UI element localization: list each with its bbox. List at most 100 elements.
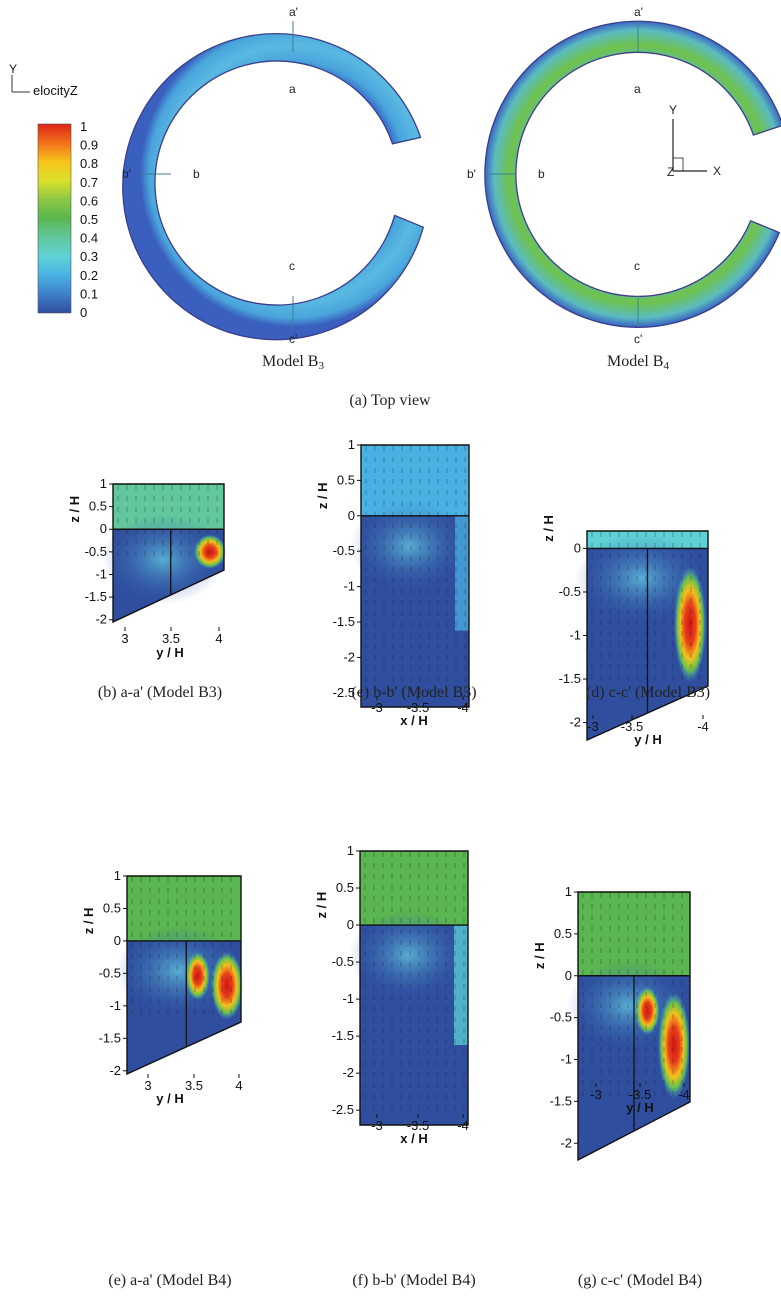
panel-caption: (c) b-b' (Model B3) [351,684,476,701]
y-tick-label: 0.5 [103,900,121,915]
x-axis-label: y / H [156,1091,183,1106]
legend-level-label: 0.7 [80,175,98,190]
transition-blob [574,533,708,624]
panel-frame [586,530,709,742]
ring-model-b3 [122,33,425,341]
panel-e: 1 0.5 0 -0.5 -1 -1.5 -2 z / H 3 3.5 4 y / H (e) a-a'… [81,868,243,1289]
y-tick-label: 0 [347,917,354,932]
y-tick-label: 0 [574,540,581,555]
color-legend: Y elocityZ 1 0.9 0.8 0.7 0.6 0.5 0.4 0.3 0.2 0.1 0 [9,62,98,320]
panel-caption: (f) b-b' (Model B4) [352,1272,475,1289]
section-label-b: b [193,167,200,181]
y-axis-label: z / H [67,496,82,523]
y-tick-label: -2 [109,1063,121,1078]
y-tick-label: -0.5 [85,544,107,559]
y-tick-label: 1 [348,437,355,452]
section-label-a-b4: a [634,82,641,96]
y-tick-label: 1 [100,476,107,491]
y-tick-label: -1.5 [550,1093,572,1108]
glyph-axis-z: Z [667,165,674,179]
x-tick-label: -3 [371,1118,383,1133]
panel-frame [360,444,470,708]
x-tick-label: 3 [144,1078,151,1093]
glyph-axis-y: Y [669,103,677,117]
section-label-c-prime: c' [289,332,297,346]
panel-caption: (e) a-a' (Model B4) [108,1272,231,1289]
panel-b: 1 0.5 0 -0.5 -1 -1.5 -2 z / H 3 3.5 4 y / H (b) a-a'… [67,476,226,701]
y-tick-label: -1.5 [332,1028,354,1043]
legend-colorbar [37,123,72,314]
peak-velocity-core [211,951,243,1020]
peak-velocity-core [194,534,226,569]
x-axis-label: y / H [156,645,183,660]
y-axis-label: z / H [314,892,329,919]
legend-level-label: 0 [80,305,87,320]
y-tick-label: 0 [100,521,107,536]
outer-wall-band [454,925,468,1046]
y-tick-label: -0.5 [333,543,355,558]
y-tick-label: -1.5 [559,671,581,686]
x-axis-label: x / H [400,713,427,728]
panel-frame [577,891,691,1162]
section-label-c: c [289,259,295,273]
y-tick-label: -1 [109,998,121,1013]
y-tick-label: 1 [114,868,121,883]
section-label-c-b4: c [634,259,640,273]
legend-labels: 1 0.9 0.8 0.7 0.6 0.5 0.4 0.3 0.2 0.1 0 [80,119,98,320]
top-view-caption: (a) Top view [349,392,431,409]
y-tick-label: -1 [95,566,107,581]
section-label-b-b4: b [538,167,545,181]
x-tick-label: -3 [371,700,383,715]
transition-blob [115,925,241,1016]
x-tick-label: -3 [590,1087,602,1102]
legend-level-label: 0.5 [80,212,98,227]
section-label-a: a [289,82,296,96]
section-label-a-prime-b4: a' [634,5,643,19]
panel-frame [112,483,225,624]
x-tick-label: 3.5 [162,631,180,646]
x-tick-label: -4 [457,700,469,715]
y-tick-label: 0.5 [554,926,572,941]
y-tick-label: -0.5 [99,965,121,980]
y-axis-label: z / H [532,942,547,969]
y-tick-label: -2.5 [332,1102,354,1117]
y-tick-label: -1 [569,628,581,643]
legend-level-label: 0.6 [80,193,98,208]
x-tick-label: -3.5 [621,719,643,734]
x-axis-label: x / H [400,1131,427,1146]
legend-level-label: 0.2 [80,268,98,283]
x-tick-label: -3.5 [629,1087,651,1102]
y-tick-label: -1.5 [99,1030,121,1045]
outer-wall-band [455,515,469,631]
y-tick-label: 0 [565,968,572,983]
panel-caption: (d) c-c' (Model B3) [586,684,710,701]
y-tick-label: -0.5 [332,954,354,969]
panel-g: 1 0.5 0 -0.5 -1 -1.5 -2 z / H -3 -3.5 -4 y / H (g) c… [532,884,702,1289]
x-tick-label: 3 [121,631,128,646]
y-tick-label: -2 [343,649,355,664]
legend-level-label: 1 [80,119,87,134]
x-tick-label: 3.5 [185,1078,203,1093]
panel-c: 1 0.5 0 -0.5 -1 -1.5 -2 -2.5 z / H -3 -3.5 -4 x / H (… [315,437,477,728]
x-tick-label: 4 [215,631,222,646]
y-tick-label: -2 [569,715,581,730]
legend-level-label: 0.4 [80,231,98,246]
transition-blob [101,514,224,605]
x-tick-label: 4 [235,1078,242,1093]
section-label-a-prime: a' [289,5,298,19]
y-tick-label: -1 [560,1052,572,1067]
glyph-axis-x: X [713,164,721,178]
section-panels: 1 0.5 0 -0.5 -1 -1.5 -2 z / H 3 3.5 4 y / H (b) a-a'… [67,437,710,1289]
peak-velocity-core [674,566,706,682]
x-axis-label: y / H [634,732,661,747]
y-tick-label: 0 [348,508,355,523]
transition-blob [349,910,468,1001]
x-tick-label: -3.5 [407,700,429,715]
y-axis-label: z / H [315,482,330,509]
panel-d: 0 -0.5 -1 -1.5 -2 z / H -3 -3.5 -4 y / H (d) c-c' … [541,515,710,747]
legend-level-label: 0.3 [80,249,98,264]
y-axis-label: z / H [541,515,556,542]
y-tick-label: -2 [560,1135,572,1150]
x-tick-label: -4 [678,1087,690,1102]
